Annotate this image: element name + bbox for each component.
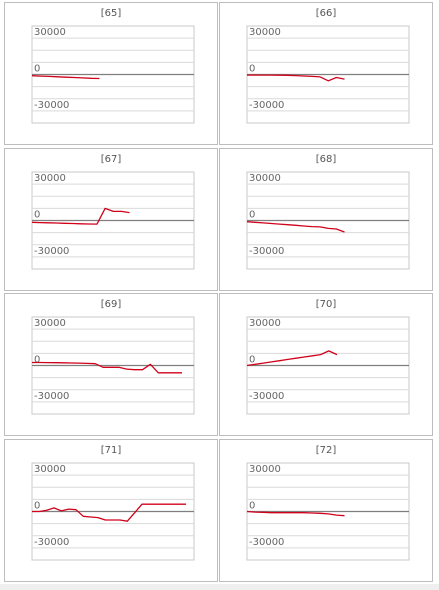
y-tick-label: 30000 (249, 464, 281, 475)
series-line (247, 74, 345, 82)
y-tick-label: -30000 (249, 391, 284, 402)
chart-title: [67] (100, 154, 122, 165)
line-chart: 30000 0 -30000 (246, 25, 410, 124)
line-chart: 30000 0 -30000 (31, 316, 195, 415)
bottom-strip (0, 584, 439, 590)
series-line (246, 221, 345, 233)
y-tick-label: 0 (249, 355, 255, 366)
chart-panel: [65] 30000 0 -30000 (4, 2, 218, 145)
y-tick-label: 30000 (34, 464, 66, 475)
y-tick-label: 0 (249, 64, 255, 75)
y-tick-label: 30000 (249, 318, 281, 329)
line-chart: 30000 0 -30000 (246, 316, 410, 415)
series-line (246, 350, 338, 367)
y-tick-label: 0 (249, 501, 255, 512)
y-tick-label: 30000 (34, 173, 66, 184)
line-chart: 30000 0 -30000 (31, 171, 195, 270)
y-tick-label: 30000 (249, 27, 281, 38)
chart-panel: [71] 30000 0 -30000 (4, 439, 218, 582)
y-tick-label: 0 (34, 501, 40, 512)
y-tick-label: -30000 (249, 100, 284, 111)
y-tick-label: -30000 (249, 537, 284, 548)
series-line (31, 207, 130, 225)
chart-panel: [69] 30000 0 -30000 (4, 293, 218, 436)
series-line (246, 510, 345, 517)
y-tick-label: 0 (34, 64, 40, 75)
y-tick-label: -30000 (34, 537, 69, 548)
y-tick-label: 30000 (34, 318, 66, 329)
line-chart: 30000 0 -30000 (31, 25, 195, 124)
chart-title: [69] (100, 299, 122, 310)
chart-title: [66] (315, 8, 337, 19)
y-tick-label: -30000 (34, 391, 69, 402)
line-chart: 30000 0 -30000 (246, 171, 410, 270)
y-tick-label: 0 (34, 210, 40, 221)
chart-panel: [68] 30000 0 -30000 (219, 148, 433, 291)
y-tick-label: 30000 (249, 173, 281, 184)
y-tick-label: -30000 (34, 100, 69, 111)
chart-panel: [72] 30000 0 -30000 (219, 439, 433, 582)
line-chart: 30000 0 -30000 (246, 462, 410, 561)
chart-panel: [66] 30000 0 -30000 (219, 2, 433, 145)
chart-title: [68] (315, 154, 337, 165)
chart-panel: [70] 30000 0 -30000 (219, 293, 433, 436)
series-line (32, 503, 186, 522)
series-line (31, 75, 100, 80)
chart-title: [71] (100, 445, 122, 456)
y-tick-label: -30000 (34, 246, 69, 257)
chart-title: [70] (315, 299, 337, 310)
chart-title: [72] (315, 445, 337, 456)
series-line (32, 361, 182, 374)
y-tick-label: 30000 (34, 27, 66, 38)
y-tick-label: 0 (34, 355, 40, 366)
chart-title: [65] (100, 8, 122, 19)
y-tick-label: 0 (249, 210, 255, 221)
line-chart: 30000 0 -30000 (31, 462, 195, 561)
y-tick-label: -30000 (249, 246, 284, 257)
chart-panel: [67] 30000 0 -30000 (4, 148, 218, 291)
